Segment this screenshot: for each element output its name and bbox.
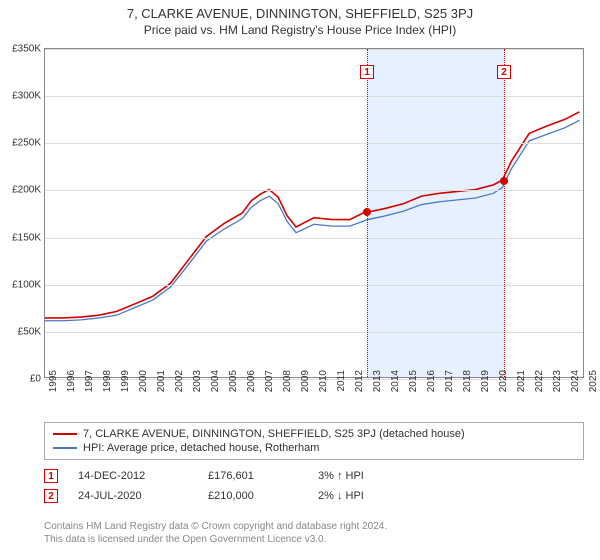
y-axis-tick: £250K [1, 138, 41, 149]
sale-marker: 2 [497, 65, 511, 79]
x-axis-tick: 2002 [174, 370, 185, 400]
legend-item: HPI: Average price, detached house, Roth… [53, 441, 575, 455]
y-axis-tick: £200K [1, 185, 41, 196]
tx-diff: 2% ↓ HPI [318, 490, 418, 502]
gridline-h [45, 190, 583, 191]
x-axis-tick: 1999 [120, 370, 131, 400]
x-axis-tick: 2021 [516, 370, 527, 400]
x-axis-tick: 2019 [480, 370, 491, 400]
sale-marker: 1 [360, 65, 374, 79]
x-axis-tick: 2006 [246, 370, 257, 400]
page-subtitle: Price paid vs. HM Land Registry's House … [0, 21, 600, 41]
y-axis-tick: £50K [1, 326, 41, 337]
footnote: Contains HM Land Registry data © Crown c… [44, 520, 584, 546]
sale-point [363, 208, 371, 216]
gridline-h [45, 238, 583, 239]
tx-price: £176,601 [208, 470, 298, 482]
legend-label: 7, CLARKE AVENUE, DINNINGTON, SHEFFIELD,… [83, 428, 465, 440]
x-axis-tick: 1996 [66, 370, 77, 400]
x-axis-tick: 2012 [354, 370, 365, 400]
transaction-table: 1 14-DEC-2012 £176,601 3% ↑ HPI 2 24-JUL-2020… [44, 466, 584, 506]
price-chart: £0£50K£100K£150K£200K£250K£300K£350K1995… [44, 48, 584, 378]
marker-vline [504, 49, 505, 377]
legend-swatch [53, 447, 77, 449]
tx-marker: 2 [44, 489, 58, 503]
x-axis-tick: 2004 [210, 370, 221, 400]
x-axis-tick: 2016 [426, 370, 437, 400]
y-axis-tick: £0 [1, 374, 41, 385]
legend-label: HPI: Average price, detached house, Roth… [83, 442, 319, 454]
series-hpi [45, 120, 579, 320]
transaction-row: 1 14-DEC-2012 £176,601 3% ↑ HPI [44, 466, 584, 486]
page-title: 7, CLARKE AVENUE, DINNINGTON, SHEFFIELD,… [0, 0, 600, 21]
gridline-h [45, 285, 583, 286]
x-axis-tick: 2001 [156, 370, 167, 400]
x-axis-tick: 2024 [570, 370, 581, 400]
footnote-line: This data is licensed under the Open Gov… [44, 533, 584, 546]
x-axis-tick: 2022 [534, 370, 545, 400]
x-axis-tick: 2009 [300, 370, 311, 400]
legend-box: 7, CLARKE AVENUE, DINNINGTON, SHEFFIELD,… [44, 422, 584, 460]
y-axis-tick: £350K [1, 44, 41, 55]
x-axis-tick: 2025 [588, 370, 599, 400]
tx-marker: 1 [44, 469, 58, 483]
x-axis-tick: 2007 [264, 370, 275, 400]
x-axis-tick: 1995 [48, 370, 59, 400]
transaction-row: 2 24-JUL-2020 £210,000 2% ↓ HPI [44, 486, 584, 506]
x-axis-tick: 2008 [282, 370, 293, 400]
gridline-h [45, 143, 583, 144]
tx-price: £210,000 [208, 490, 298, 502]
x-axis-tick: 2010 [318, 370, 329, 400]
footnote-line: Contains HM Land Registry data © Crown c… [44, 520, 584, 533]
tx-date: 14-DEC-2012 [78, 470, 188, 482]
tx-date: 24-JUL-2020 [78, 490, 188, 502]
x-axis-tick: 1998 [102, 370, 113, 400]
x-axis-tick: 2011 [336, 370, 347, 400]
x-axis-tick: 2015 [408, 370, 419, 400]
gridline-h [45, 96, 583, 97]
x-axis-tick: 2003 [192, 370, 203, 400]
y-axis-tick: £300K [1, 91, 41, 102]
y-axis-tick: £150K [1, 232, 41, 243]
x-axis-tick: 2018 [462, 370, 473, 400]
x-axis-tick: 2000 [138, 370, 149, 400]
x-axis-tick: 2013 [372, 370, 383, 400]
x-axis-tick: 2023 [552, 370, 563, 400]
legend-item: 7, CLARKE AVENUE, DINNINGTON, SHEFFIELD,… [53, 427, 575, 441]
y-axis-tick: £100K [1, 279, 41, 290]
tx-diff: 3% ↑ HPI [318, 470, 418, 482]
x-axis-tick: 2005 [228, 370, 239, 400]
sale-point [500, 177, 508, 185]
x-axis-tick: 1997 [84, 370, 95, 400]
legend-swatch [53, 433, 77, 435]
x-axis-tick: 2017 [444, 370, 455, 400]
gridline-h [45, 49, 583, 50]
x-axis-tick: 2014 [390, 370, 401, 400]
gridline-h [45, 332, 583, 333]
chart-lines [45, 49, 583, 377]
